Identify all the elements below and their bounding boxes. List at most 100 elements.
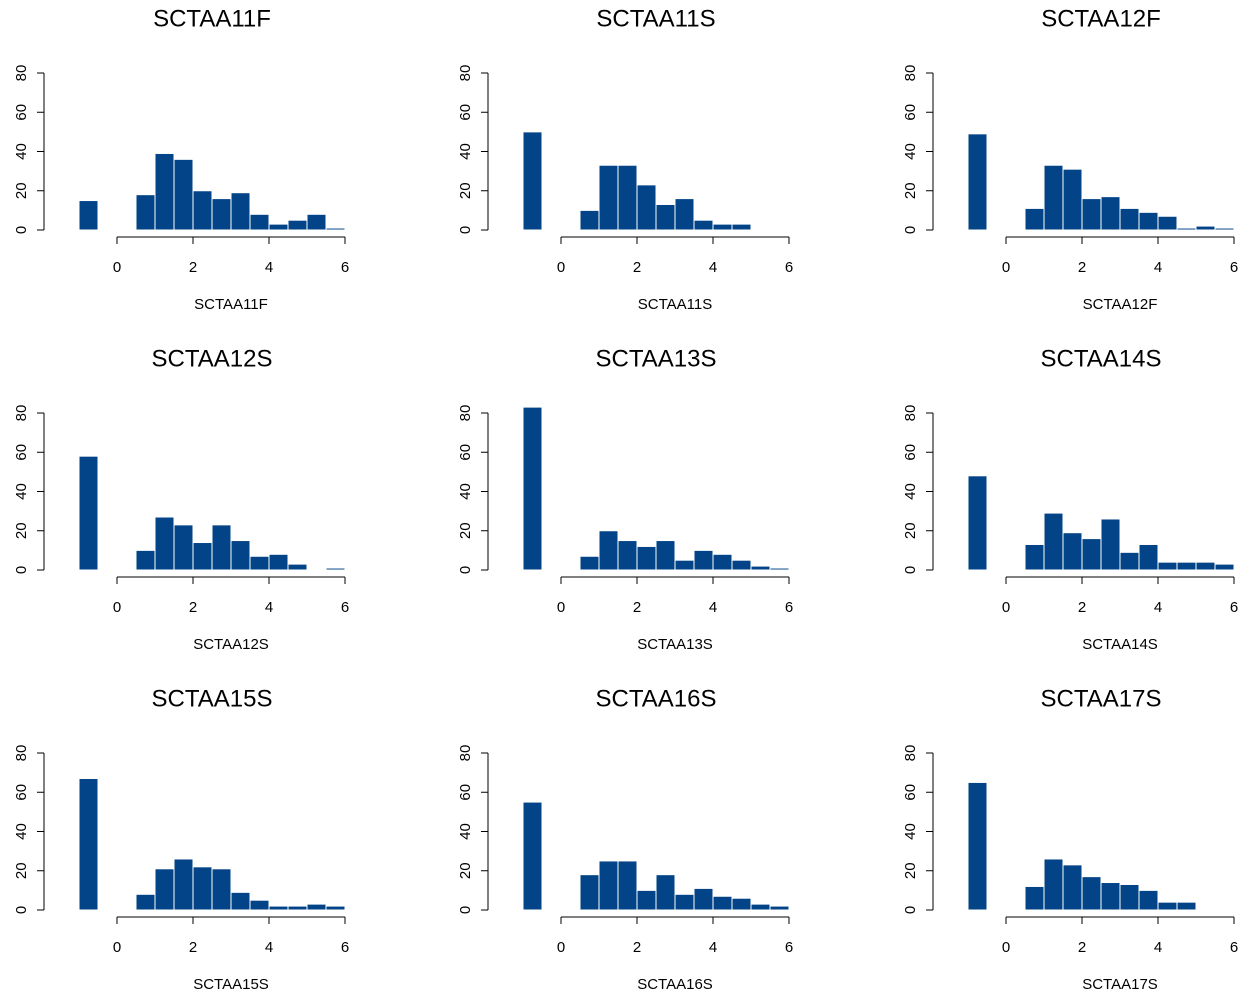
bar — [598, 164, 619, 231]
bar — [135, 893, 156, 911]
y-tick-label: 20 — [902, 182, 919, 199]
y-tick-label: 80 — [902, 745, 919, 762]
bar — [268, 553, 289, 571]
bar — [579, 555, 600, 571]
bar — [1138, 889, 1159, 911]
y-tick-label: 60 — [13, 784, 30, 801]
bar — [306, 213, 327, 231]
bar — [1157, 901, 1178, 911]
y-tick-label: 80 — [13, 65, 30, 82]
bar — [1195, 225, 1216, 231]
bar — [598, 530, 619, 571]
y-tick-label: 60 — [457, 104, 474, 121]
x-tick-label: 4 — [709, 939, 717, 956]
x-tick-label: 6 — [1230, 259, 1238, 276]
x-tick-label: 2 — [189, 259, 197, 276]
x-tick-label: 0 — [557, 259, 565, 276]
bar — [1176, 561, 1197, 571]
x-tick-label: 6 — [341, 599, 349, 616]
bar — [78, 455, 99, 571]
y-tick-label: 40 — [13, 483, 30, 500]
bar — [249, 555, 270, 571]
x-axis-label: SCTAA12S — [193, 636, 269, 653]
bar — [154, 152, 175, 231]
x-tick-label: 4 — [709, 599, 717, 616]
bar — [192, 542, 213, 571]
bar — [1176, 901, 1197, 911]
y-tick-label: 0 — [13, 566, 30, 574]
bar — [967, 781, 988, 911]
bar — [693, 887, 714, 911]
bar — [268, 223, 289, 231]
y-tick-label: 60 — [902, 444, 919, 461]
y-tick-label: 40 — [457, 823, 474, 840]
y-tick-label: 40 — [902, 143, 919, 160]
x-tick-label: 6 — [785, 599, 793, 616]
bar — [1100, 518, 1121, 571]
x-axis-label: SCTAA15S — [193, 976, 269, 993]
bar — [1024, 543, 1045, 571]
bar — [579, 874, 600, 911]
x-tick-label: 6 — [785, 259, 793, 276]
bar — [287, 563, 308, 571]
bar — [1081, 538, 1102, 571]
x-tick-label: 2 — [1078, 939, 1086, 956]
x-tick-label: 0 — [113, 259, 121, 276]
bar — [617, 540, 638, 571]
bar — [192, 190, 213, 231]
x-tick-label: 0 — [1002, 939, 1010, 956]
bar — [135, 194, 156, 231]
x-tick-label: 6 — [1230, 599, 1238, 616]
y-tick-label: 40 — [13, 823, 30, 840]
bar — [636, 545, 657, 571]
bar — [693, 219, 714, 231]
y-tick-label: 0 — [902, 226, 919, 234]
x-tick-label: 2 — [633, 259, 641, 276]
bar — [1062, 532, 1083, 571]
bar — [655, 874, 676, 911]
panel-title: SCTAA12F — [1041, 5, 1161, 32]
x-tick-label: 2 — [633, 939, 641, 956]
bar — [154, 868, 175, 911]
bar — [712, 553, 733, 571]
bar — [731, 897, 752, 911]
bar — [325, 227, 346, 231]
y-tick-label: 60 — [13, 104, 30, 121]
bar — [522, 131, 543, 231]
bar — [1081, 198, 1102, 231]
bar — [967, 475, 988, 571]
bar — [674, 559, 695, 571]
bar — [655, 540, 676, 571]
x-tick-label: 2 — [633, 599, 641, 616]
bar — [731, 559, 752, 571]
bar — [1214, 563, 1235, 571]
x-axis-label: SCTAA13S — [637, 636, 713, 653]
bar — [249, 899, 270, 911]
y-tick-label: 60 — [457, 784, 474, 801]
y-tick-label: 60 — [902, 784, 919, 801]
y-tick-label: 20 — [457, 862, 474, 879]
bar — [1138, 543, 1159, 571]
y-tick-label: 20 — [457, 522, 474, 539]
bar — [325, 567, 346, 571]
y-tick-label: 40 — [902, 823, 919, 840]
bar — [579, 209, 600, 231]
bar — [230, 891, 251, 911]
bar — [598, 860, 619, 911]
bar — [617, 164, 638, 231]
bar — [1157, 215, 1178, 231]
y-tick-label: 0 — [457, 906, 474, 914]
bar — [154, 516, 175, 571]
bar — [674, 893, 695, 911]
y-tick-label: 80 — [13, 745, 30, 762]
bar — [1043, 164, 1064, 231]
x-tick-label: 0 — [1002, 599, 1010, 616]
bar — [655, 203, 676, 231]
